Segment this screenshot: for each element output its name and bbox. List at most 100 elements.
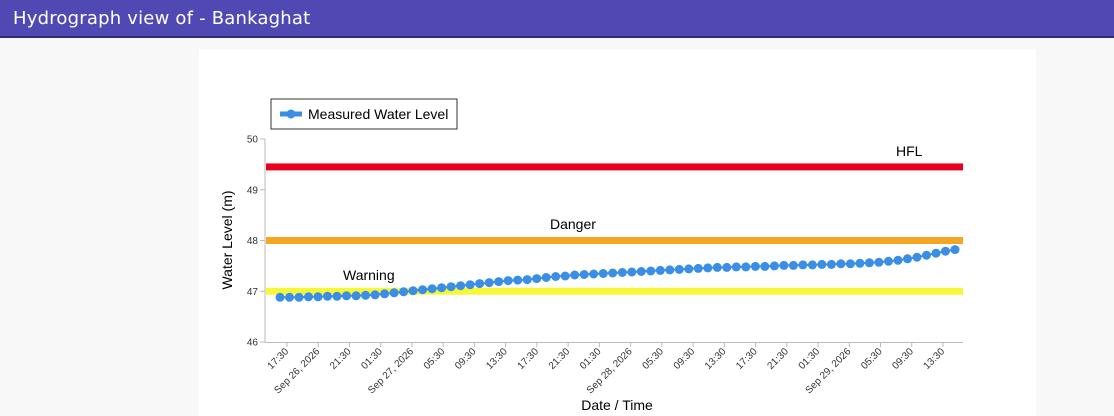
data-point[interactable] bbox=[884, 256, 893, 266]
data-point[interactable] bbox=[437, 283, 447, 293]
data-point[interactable] bbox=[855, 258, 865, 268]
ref-line-hfl bbox=[266, 163, 963, 171]
data-point[interactable] bbox=[570, 270, 580, 280]
data-point[interactable] bbox=[579, 270, 589, 279]
x-tick-label: 13:30 bbox=[922, 346, 948, 372]
y-tick-label: 47 bbox=[247, 287, 259, 298]
data-point[interactable] bbox=[304, 292, 313, 302]
data-point[interactable] bbox=[532, 274, 542, 284]
data-point[interactable] bbox=[503, 276, 513, 286]
data-point[interactable] bbox=[389, 288, 399, 298]
data-point[interactable] bbox=[275, 292, 285, 302]
data-point[interactable] bbox=[912, 252, 922, 262]
data-point[interactable] bbox=[332, 291, 342, 301]
title-bar: Hydrograph view of - Bankaghat bbox=[0, 0, 1114, 38]
y-tick-label: 48 bbox=[247, 236, 259, 247]
data-point[interactable] bbox=[370, 290, 380, 300]
data-point[interactable] bbox=[636, 267, 646, 276]
data-point[interactable] bbox=[294, 292, 304, 302]
data-point[interactable] bbox=[941, 246, 950, 256]
data-point[interactable] bbox=[608, 268, 618, 278]
data-point[interactable] bbox=[418, 285, 428, 295]
data-point[interactable] bbox=[589, 269, 599, 279]
data-point[interactable] bbox=[627, 267, 637, 277]
x-tick-label: 01:30 bbox=[359, 346, 385, 372]
data-point[interactable] bbox=[684, 264, 694, 274]
x-tick-label: 13:30 bbox=[703, 346, 729, 372]
data-point[interactable] bbox=[285, 292, 294, 302]
data-point[interactable] bbox=[513, 275, 523, 285]
data-point[interactable] bbox=[836, 259, 846, 269]
x-tick-label: 17:30 bbox=[734, 346, 760, 372]
data-point[interactable] bbox=[399, 287, 409, 297]
data-point[interactable] bbox=[741, 262, 751, 272]
data-point[interactable] bbox=[427, 284, 437, 294]
x-tick-label: 01:30 bbox=[797, 346, 823, 372]
data-point[interactable] bbox=[598, 269, 608, 278]
data-point[interactable] bbox=[712, 262, 722, 272]
x-tick-label: 09:30 bbox=[453, 346, 479, 372]
x-tick-label: 17:30 bbox=[266, 346, 292, 372]
data-point[interactable] bbox=[693, 263, 703, 273]
x-tick-label: 01:30 bbox=[578, 346, 604, 372]
data-point[interactable] bbox=[779, 260, 789, 270]
legend-swatch-marker bbox=[286, 109, 296, 119]
data-point[interactable] bbox=[807, 260, 817, 270]
data-point[interactable] bbox=[703, 263, 713, 273]
data-point[interactable] bbox=[313, 292, 323, 302]
y-tick-label: 50 bbox=[247, 135, 259, 146]
x-tick-label: 05:30 bbox=[859, 346, 885, 372]
data-point[interactable] bbox=[769, 261, 779, 271]
x-axis-title: Date / Time bbox=[581, 397, 653, 413]
data-point[interactable] bbox=[931, 248, 941, 258]
data-point[interactable] bbox=[665, 265, 675, 275]
data-point[interactable] bbox=[541, 273, 551, 282]
data-point[interactable] bbox=[750, 261, 760, 271]
y-tick-label: 46 bbox=[247, 338, 259, 349]
data-point[interactable] bbox=[475, 279, 485, 289]
data-point[interactable] bbox=[361, 290, 371, 300]
ref-line-danger bbox=[266, 237, 963, 244]
data-point[interactable] bbox=[617, 268, 627, 277]
data-point[interactable] bbox=[522, 275, 532, 285]
reference-labels: HFL Danger Warning bbox=[343, 143, 923, 283]
data-point[interactable] bbox=[731, 262, 741, 272]
data-point[interactable] bbox=[874, 257, 884, 267]
data-point[interactable] bbox=[826, 259, 836, 269]
data-point[interactable] bbox=[864, 258, 874, 268]
data-point[interactable] bbox=[922, 250, 931, 260]
data-point[interactable] bbox=[788, 260, 798, 270]
x-tick-label: 09:30 bbox=[672, 346, 698, 372]
data-point[interactable] bbox=[845, 259, 855, 269]
data-point[interactable] bbox=[646, 266, 656, 276]
data-point[interactable] bbox=[893, 255, 903, 265]
reference-lines bbox=[266, 163, 963, 295]
data-point[interactable] bbox=[465, 280, 475, 290]
data-point[interactable] bbox=[655, 265, 665, 275]
chart-panel: 46 47 48 49 50 17:30 Sep 26, 2026 21:30 01:30 Sep… bbox=[199, 49, 1036, 416]
data-point[interactable] bbox=[456, 281, 466, 291]
data-point[interactable] bbox=[408, 286, 418, 296]
data-point[interactable] bbox=[342, 291, 351, 301]
data-point[interactable] bbox=[903, 254, 912, 264]
data-point[interactable] bbox=[351, 291, 361, 301]
data-point[interactable] bbox=[674, 264, 684, 274]
legend[interactable]: Measured Water Level bbox=[270, 98, 458, 130]
data-point[interactable] bbox=[950, 245, 960, 255]
legend-label: Measured Water Level bbox=[308, 106, 448, 122]
data-point[interactable] bbox=[323, 291, 332, 301]
data-point[interactable] bbox=[494, 277, 504, 287]
data-point[interactable] bbox=[798, 260, 808, 270]
data-point[interactable] bbox=[446, 282, 456, 292]
data-point[interactable] bbox=[722, 262, 732, 272]
data-point[interactable] bbox=[560, 271, 570, 281]
data-point[interactable] bbox=[817, 259, 827, 269]
data-point[interactable] bbox=[551, 272, 561, 281]
data-point[interactable] bbox=[484, 278, 494, 288]
data-point[interactable] bbox=[760, 261, 770, 271]
y-axis-title: Water Level (m) bbox=[219, 190, 235, 289]
x-tick-label: 21:30 bbox=[765, 346, 791, 372]
data-point[interactable] bbox=[380, 289, 390, 299]
